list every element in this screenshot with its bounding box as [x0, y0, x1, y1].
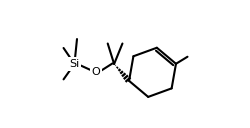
- Text: O: O: [92, 67, 100, 77]
- Text: Si: Si: [69, 59, 80, 69]
